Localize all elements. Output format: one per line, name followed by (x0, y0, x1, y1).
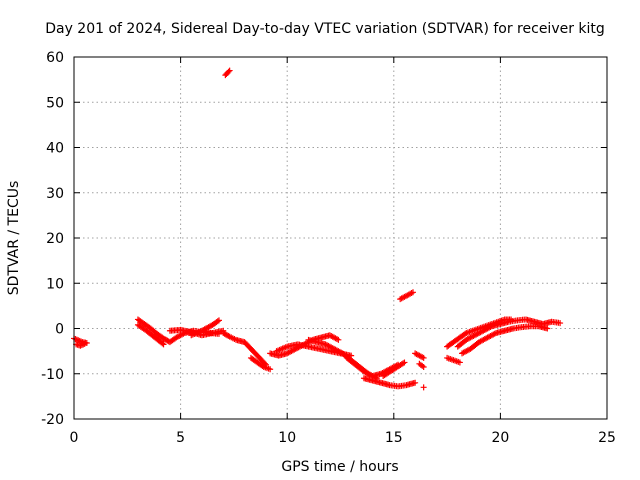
y-tick-label: -20 (41, 412, 64, 428)
data-point (557, 320, 564, 327)
data-point (456, 359, 463, 366)
y-axis-label: SDTVAR / TECUs (6, 181, 22, 296)
data-point (420, 384, 427, 391)
y-tick-label: 60 (46, 50, 64, 66)
data-point (215, 317, 222, 324)
data-point (409, 289, 416, 296)
axis-ticks: 0 5 10 15 20 25 -20 -10 0 10 20 30 40 50 60 (41, 50, 616, 446)
y-tick-label: 0 (55, 322, 64, 338)
data-point (159, 340, 166, 347)
y-tick-label: 20 (46, 231, 64, 247)
x-tick-label: 20 (491, 430, 509, 446)
y-tick-label: 10 (46, 276, 64, 292)
x-tick-label: 0 (70, 430, 79, 446)
data-point (267, 366, 274, 373)
y-tick-label: 30 (46, 186, 64, 202)
y-tick-label: -10 (41, 367, 64, 383)
data-point (81, 340, 88, 347)
data-point (412, 379, 419, 386)
x-tick-label: 10 (278, 430, 296, 446)
grid (74, 57, 607, 419)
data-point (400, 360, 407, 367)
y-tick-label: 50 (46, 95, 64, 111)
data-point (226, 67, 233, 74)
chart-title: Day 201 of 2024, Sidereal Day-to-day VTE… (45, 21, 605, 37)
data-point (225, 68, 232, 75)
x-tick-label: 5 (176, 430, 185, 446)
data-point (335, 336, 342, 343)
data-point (401, 359, 408, 366)
data-point (420, 354, 427, 361)
x-axis-label: GPS time / hours (281, 459, 398, 475)
data-point (160, 341, 167, 348)
x-tick-label: 15 (385, 430, 403, 446)
data-point (214, 318, 221, 325)
x-tick-label: 25 (598, 430, 616, 446)
data-point (420, 363, 427, 370)
y-tick-label: 40 (46, 141, 64, 157)
data-points (71, 67, 564, 391)
data-point (544, 325, 551, 332)
